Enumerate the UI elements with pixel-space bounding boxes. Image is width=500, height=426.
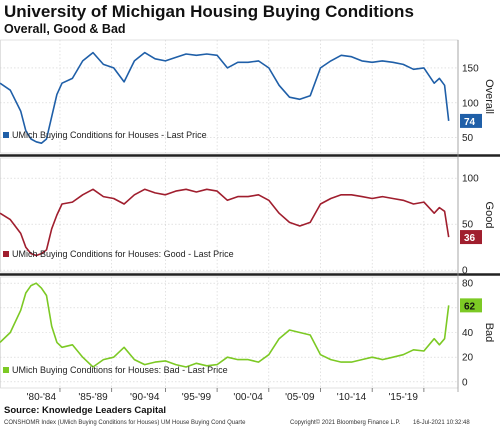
y-tick-label: 50	[462, 220, 474, 231]
legend-label: UMich Buying Conditions for Houses: Bad …	[12, 365, 228, 375]
axis-label-good: Good	[483, 202, 495, 229]
legend-label: UMich Buying Conditions for Houses - Las…	[12, 130, 207, 140]
x-tick-label: '05-'09	[285, 392, 315, 403]
x-tick-label: '90-'94	[130, 392, 160, 403]
series-line-good	[0, 188, 450, 257]
y-tick-label: 20	[462, 353, 474, 364]
x-tick-label: '80-'84	[27, 392, 57, 403]
last-value-badge	[460, 230, 482, 245]
chart-subtitle: Overall, Good & Bad	[4, 22, 126, 36]
x-tick-label: '85-'89	[78, 392, 108, 403]
chart-title: University of Michigan Housing Buying Co…	[4, 2, 414, 21]
legend-swatch	[3, 251, 9, 257]
last-value-badge	[460, 113, 482, 128]
copyright-label: Copyright© 2021 Bloomberg Finance L.P.	[290, 419, 401, 426]
legend-swatch	[3, 132, 9, 138]
y-tick-label: 50	[462, 133, 474, 144]
series-line-overall	[0, 51, 450, 144]
x-tick-label: '95-'99	[182, 392, 212, 403]
last-value-text: 36	[464, 233, 476, 244]
legend-swatch	[3, 367, 9, 373]
source-label: Source: Knowledge Leaders Capital	[4, 405, 166, 416]
x-tick-label: '10-'14	[337, 392, 367, 403]
y-tick-label: 150	[462, 63, 479, 74]
y-tick-label: 100	[462, 174, 479, 185]
y-tick-label: 100	[462, 98, 479, 109]
index-label: CONSHOMR Index (UMich Buying Conditions …	[4, 420, 246, 426]
x-tick-label: '15-'19	[389, 392, 419, 403]
last-value-text: 62	[464, 301, 476, 312]
last-value-badge	[460, 298, 482, 313]
timestamp-label: 16-Jul-2021 10:32:48	[413, 420, 470, 426]
series-line-bad	[0, 282, 450, 368]
axis-label-bad: Bad	[483, 323, 495, 343]
last-value-text: 74	[464, 117, 476, 128]
y-tick-label: 0	[462, 377, 468, 388]
y-tick-label: 0	[462, 266, 468, 277]
legend-label: UMich Buying Conditions for Houses: Good…	[12, 249, 234, 259]
axis-label-overall: Overall	[483, 79, 495, 114]
y-tick-label: 40	[462, 328, 474, 339]
y-tick-label: 80	[462, 279, 474, 290]
x-tick-label: '00-'04	[233, 392, 263, 403]
